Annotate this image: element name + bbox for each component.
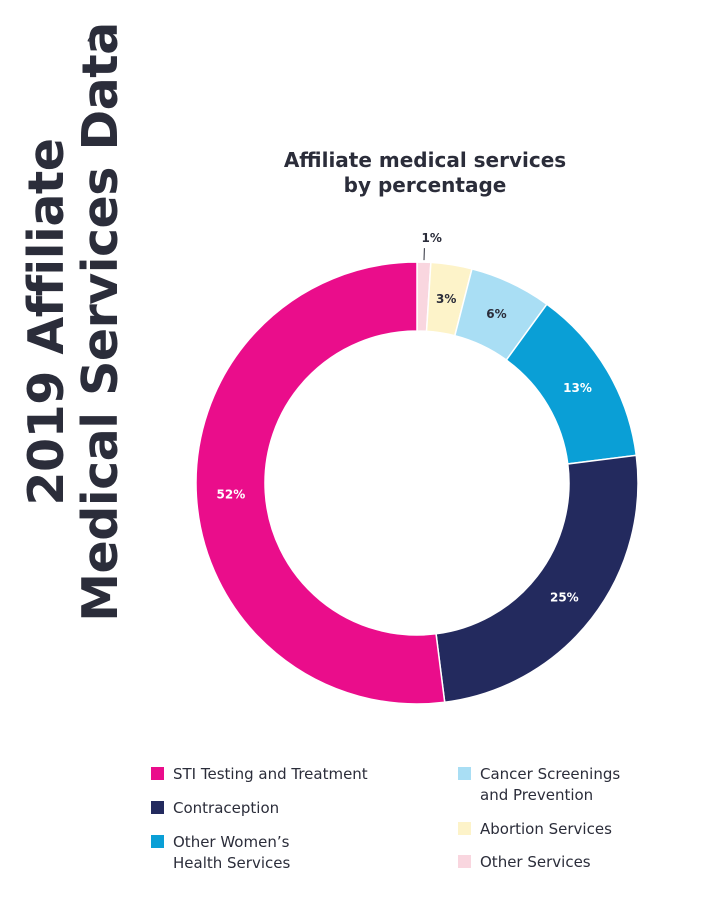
chart-title-line-2: by percentage — [343, 173, 507, 197]
page-number: 4 — [87, 32, 96, 48]
chart-title-line-1: Affiliate medical services — [283, 148, 567, 172]
legend-label: Contraception — [173, 799, 280, 817]
data-label-abortion-services: 3% — [436, 292, 456, 306]
legend-item-cancer-screenings: Cancer Screenings and Prevention — [458, 764, 718, 806]
legend-item-contraception: Contraception — [151, 798, 411, 819]
donut-slice-contraception — [435, 454, 639, 704]
legend-label: STI Testing and Treatment — [173, 765, 368, 783]
legend-label: Cancer Screenings and Prevention — [480, 765, 621, 804]
donut-slice-sti-testing — [195, 261, 446, 705]
legend-swatch — [458, 855, 471, 868]
legend-label: Abortion Services — [480, 820, 612, 838]
legend-item-other-services: Other Services — [458, 852, 718, 873]
legend-swatch — [151, 835, 164, 848]
legend-item-sti: STI Testing and Treatment — [151, 764, 411, 785]
chart-title: Affiliate medical services by percentage — [240, 148, 610, 198]
legend-swatch — [458, 767, 471, 780]
legend-item-other-womens-health: Other Women’s Health Services — [151, 832, 411, 874]
legend-item-abortion-services: Abortion Services — [458, 819, 718, 840]
legend-label: Other Women’s Health Services — [173, 833, 291, 872]
data-label-cancer-screenings: 6% — [486, 307, 506, 321]
data-label-other-womens-health: 13% — [563, 381, 592, 395]
data-label-contraception: 25% — [550, 590, 579, 604]
data-label-sti-testing: 52% — [217, 488, 246, 502]
legend-swatch — [151, 801, 164, 814]
legend-swatch — [458, 822, 471, 835]
legend-swatch — [151, 767, 164, 780]
data-label-other-services: 1% — [422, 231, 442, 245]
legend-label: Other Services — [480, 853, 591, 871]
